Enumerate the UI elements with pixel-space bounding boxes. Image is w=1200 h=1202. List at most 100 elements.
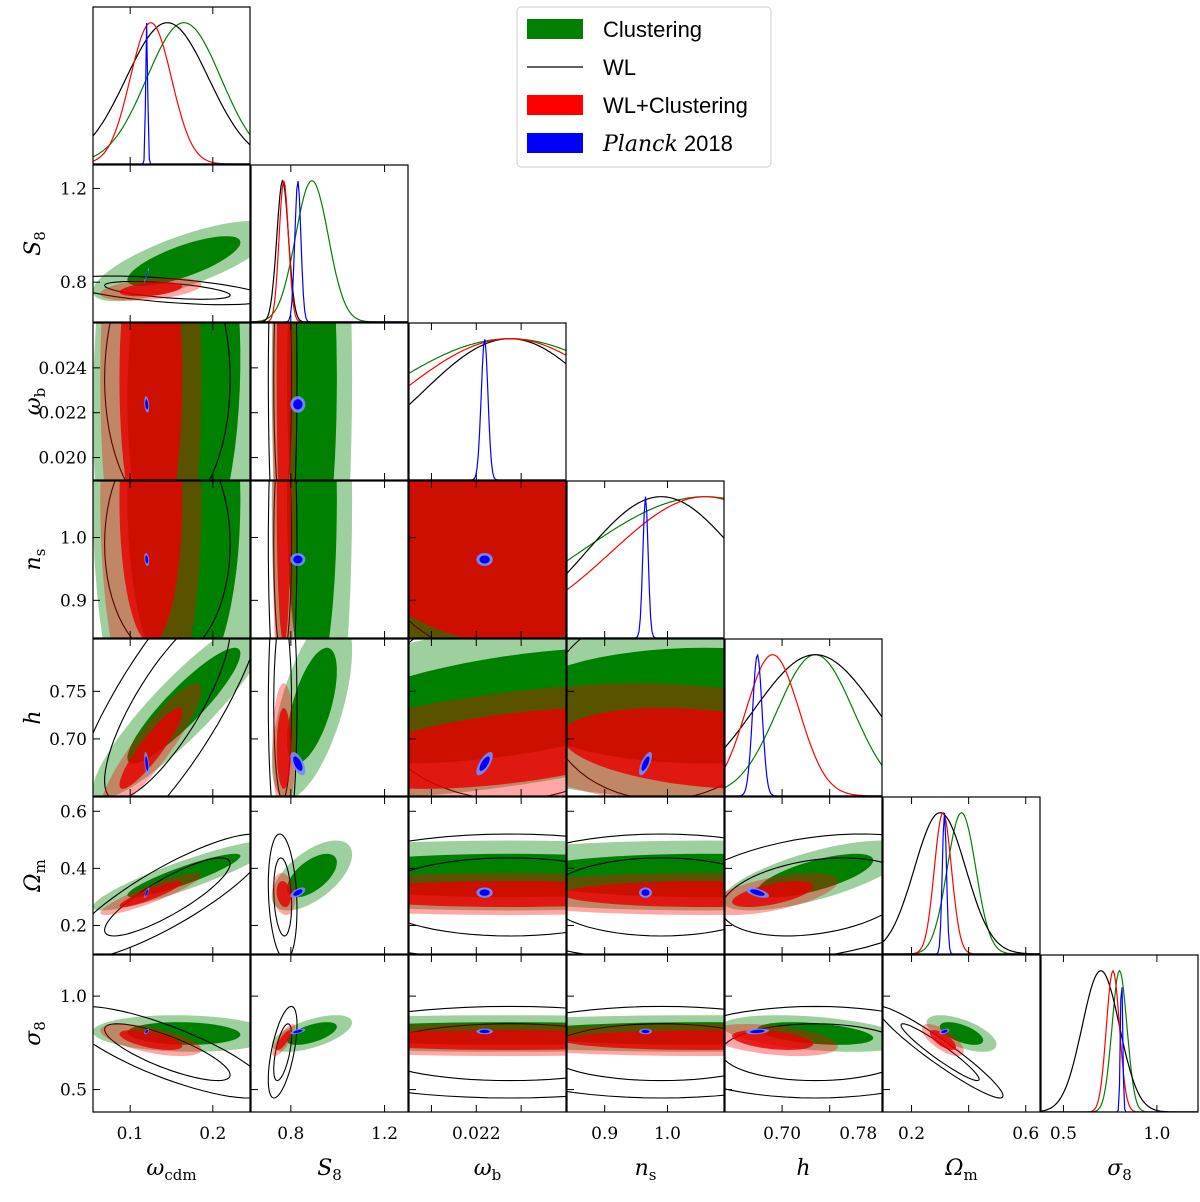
panel-frame (408, 480, 567, 639)
contour-68-wl (567, 639, 724, 796)
marginal-h-wl (725, 654, 882, 748)
contour-68-planck-2018 (145, 270, 149, 280)
contour-68-planck-2018 (479, 1029, 490, 1034)
x-tick-label-s8: 0.5 (1050, 1124, 1077, 1144)
x-tick-label-S8: 1.2 (371, 1124, 398, 1144)
panel-wb-s8: 0.022 ωb (408, 954, 567, 1184)
marginal-Om-wl (883, 812, 1040, 954)
panel-S8-Om (250, 796, 409, 955)
contour-68-planck-2018 (941, 1029, 948, 1034)
contour-68-wl-clustering (567, 1030, 724, 1050)
contour-68-wl-clustering (119, 1030, 183, 1050)
contour-95-wl (93, 1006, 250, 1099)
panel-frame (566, 954, 725, 1113)
panel-grid: 0.81.2S80.0200.0220.024ωb0.91.0ns0.700.7… (21, 6, 1199, 1184)
contour-68-wl (725, 857, 882, 937)
marginal-wcdm-wl (93, 22, 250, 146)
legend-swatch (527, 95, 583, 115)
contour-95-wl (567, 1005, 724, 1099)
contour-68-wl (725, 1023, 882, 1082)
panel-frame (92, 322, 251, 481)
panel-wb-Om (408, 796, 567, 955)
contour-68-wl-clustering (276, 707, 291, 789)
panel-S8-wb (250, 322, 409, 481)
contour-95-wl (267, 481, 298, 638)
legend-label: WL+Clustering (603, 93, 748, 118)
contour-68-wl (104, 639, 231, 796)
panel-frame (724, 796, 883, 955)
contour-68-planck-2018 (641, 1029, 650, 1034)
contour-68-wl-clustering (119, 323, 183, 480)
contour-68-wl (273, 1023, 293, 1082)
contour-68-planck-2018 (145, 1029, 149, 1034)
marginal-ns-wl-clustering (567, 496, 724, 591)
contour-68-planck-2018 (145, 756, 149, 771)
contour-68-wl-clustering (567, 708, 724, 789)
contour-68-planck-2018 (293, 756, 303, 771)
x-axis-label-ns: ns (635, 1156, 657, 1184)
contour-95-wl (267, 1005, 298, 1099)
contour-68-wl-clustering (119, 881, 183, 908)
contour-68-clustering (287, 647, 337, 764)
contour-68-clustering (287, 481, 337, 638)
contour-68-wl-clustering (409, 708, 566, 789)
panel-frame (408, 954, 567, 1113)
panel-wb-h (408, 638, 567, 797)
panel-frame (566, 638, 725, 797)
legend-label: Planck 2018 (602, 131, 733, 157)
y-axis-label-Om: Ωm (21, 859, 49, 892)
x-tick-label-Om: 0.2 (898, 1124, 925, 1144)
contour-68-wl (273, 323, 293, 480)
marginal-wcdm-planck-2018 (93, 22, 250, 164)
contour-68-clustering (287, 323, 337, 480)
panel-h-h (724, 638, 883, 797)
panel-frame (250, 796, 409, 955)
marginal-Om-clustering (883, 812, 1040, 954)
contour-68-wl-clustering (409, 481, 566, 638)
x-tick-label-ns: 1.0 (654, 1124, 681, 1144)
contour-68-planck-2018 (293, 1029, 303, 1034)
x-tick-label-Om: 0.6 (1012, 1124, 1039, 1144)
marginal-Om-planck-2018 (883, 812, 1040, 954)
y-tick-label-ns: 1.0 (60, 529, 87, 549)
contour-95-wl (93, 275, 250, 306)
panel-frame (566, 480, 725, 639)
panel-frame (92, 480, 251, 639)
contour-68-planck-2018 (293, 399, 303, 410)
x-tick-label-s8: 1.0 (1143, 1124, 1170, 1144)
contour-68-planck-2018 (145, 399, 149, 410)
y-axis-label-S8: S8 (21, 231, 49, 256)
contour-68-clustering (939, 1022, 984, 1045)
legend-box (516, 6, 772, 168)
contour-68-planck-2018 (750, 1029, 765, 1034)
marginal-wb-clustering (409, 338, 566, 374)
contour-68-planck-2018 (145, 555, 149, 564)
x-axis-label-s8: σ8 (1107, 1156, 1132, 1184)
contour-68-clustering (287, 1022, 337, 1045)
marginal-wb-wl-clustering (409, 338, 566, 387)
y-tick-label-wb: 0.022 (38, 404, 87, 424)
contour-95-wl (567, 833, 724, 954)
y-tick-label-Om: 0.6 (60, 802, 87, 822)
y-tick-label-Om: 0.4 (60, 859, 87, 879)
contour-68-planck-2018 (145, 889, 149, 896)
contour-68-wl-clustering (732, 881, 814, 908)
contour-68-clustering (127, 236, 241, 286)
contour-68-wl-clustering (276, 481, 291, 638)
panel-frame (408, 322, 567, 481)
marginal-ns-clustering (567, 496, 724, 562)
marginal-s8-wl-clustering (1041, 969, 1198, 1112)
panel-frame (92, 6, 251, 165)
contour-95-wl (267, 639, 298, 796)
contour-68-wl (104, 323, 231, 480)
contour-68-wl-clustering (119, 481, 183, 638)
panel-wcdm-wcdm (92, 6, 251, 165)
x-tick-label-wb: 0.022 (452, 1124, 501, 1144)
y-tick-label-wb: 0.020 (38, 449, 87, 469)
y-tick-label-wb: 0.024 (38, 359, 87, 379)
contour-95-wl (725, 1005, 882, 1099)
y-axis-label-s8: σ8 (21, 1021, 49, 1046)
contour-68-wl (104, 481, 231, 638)
panel-h-Om (724, 796, 883, 955)
panel-h-s8: 0.70 0.78 h (724, 954, 883, 1181)
